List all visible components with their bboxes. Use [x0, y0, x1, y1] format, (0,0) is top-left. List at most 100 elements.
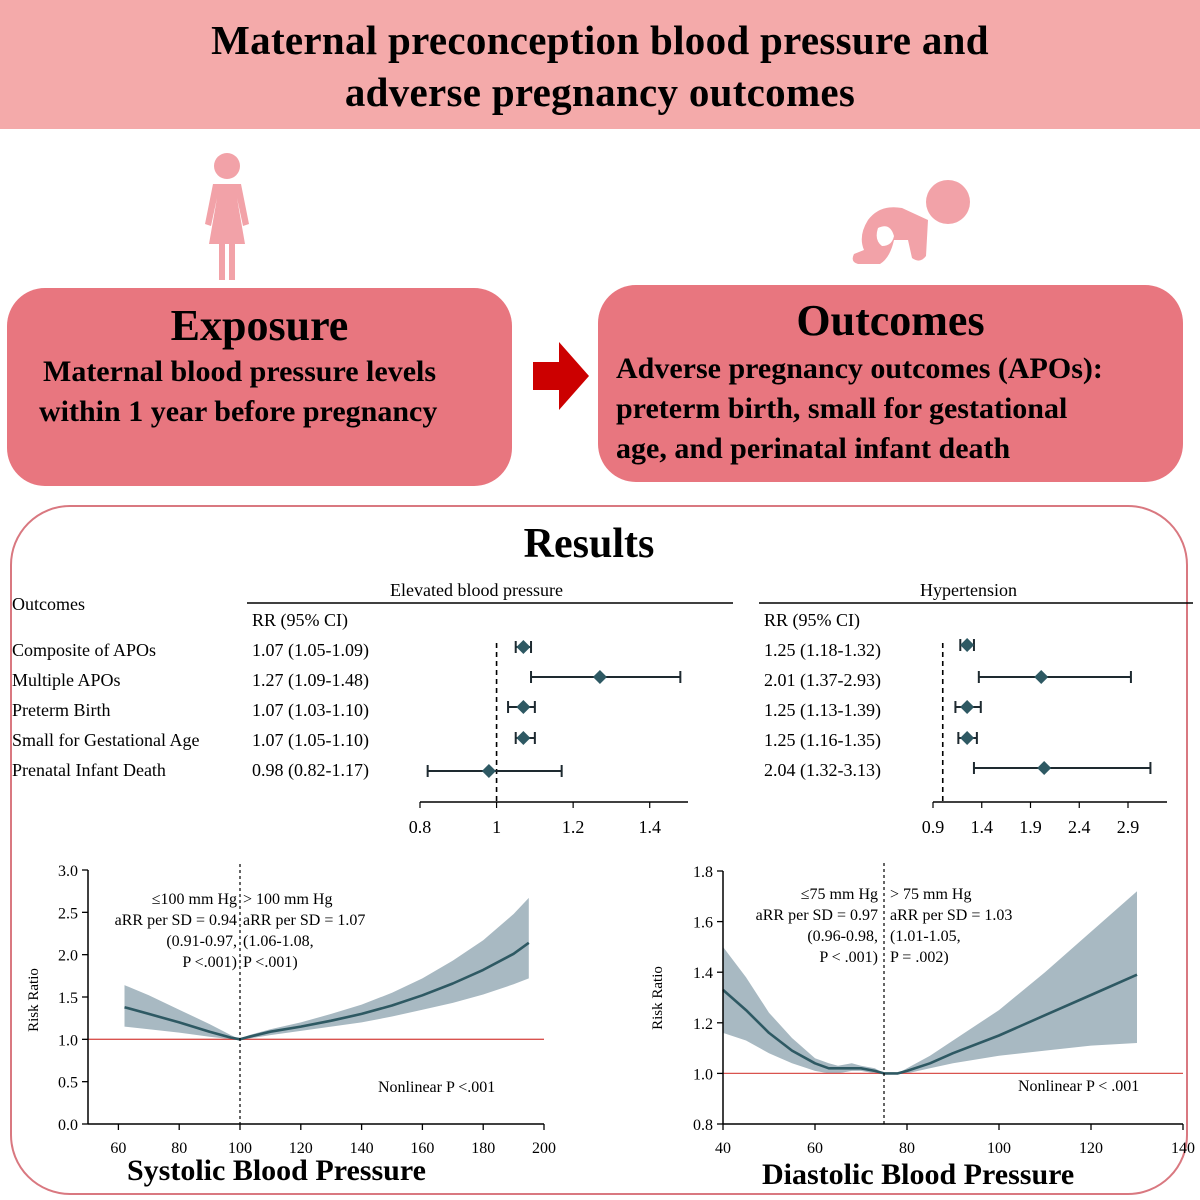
exposure-title: Exposure [170, 301, 349, 350]
page-title-line1: Maternal preconception blood pressure an… [211, 17, 989, 63]
annotation-right-line: (1.06-1.08, [243, 933, 314, 950]
elevated-rr-value: 1.27 (1.09-1.48) [252, 670, 369, 690]
x-tick-label: 80 [899, 1140, 915, 1157]
annotation-left-line: aRR per SD = 0.94 [115, 912, 237, 929]
forest-x-tick-label: 1.4 [971, 817, 994, 837]
confidence-band [723, 891, 1137, 1074]
woman-icon [205, 153, 249, 280]
outcome-label: Multiple APOs [12, 670, 121, 690]
forest-point-marker [516, 700, 531, 714]
outcome-label: Preterm Birth [12, 700, 111, 720]
outcome-label: Small for Gestational Age [12, 730, 200, 750]
elevated-rr-value: 1.07 (1.05-1.09) [252, 640, 369, 660]
annotation-left-line: aRR per SD = 0.97 [756, 907, 878, 924]
y-tick-label: 1.0 [58, 1032, 78, 1049]
x-tick-label: 140 [1171, 1140, 1195, 1157]
elevated-rr-value: 0.98 (0.82-1.17) [252, 760, 369, 780]
forest-point-marker [960, 700, 975, 714]
y-tick-label: 1.6 [693, 915, 713, 932]
annotation-left-line: (0.91-0.97, [166, 933, 237, 950]
forest-x-tick-label: 1 [492, 817, 501, 837]
elevated-rr-value: 1.07 (1.05-1.10) [252, 730, 369, 750]
confidence-band [124, 897, 529, 1040]
results-title: Results [523, 521, 655, 567]
forest-x-tick-label: 1.2 [562, 817, 585, 837]
x-tick-label: 120 [289, 1140, 313, 1157]
y-tick-label: 0.5 [58, 1075, 78, 1092]
y-tick-label: 1.4 [693, 965, 713, 982]
forest-plot-elevated: 0.8 1 1.2 1.4 [409, 640, 688, 837]
forest-point-marker [960, 731, 975, 745]
outcomes-line2: preterm birth, small for gestational [616, 392, 1068, 425]
x-tick-label: 80 [171, 1140, 187, 1157]
elevated-header: Elevated blood pressure [390, 580, 563, 600]
elevated-rr-header: RR (95% CI) [252, 610, 348, 630]
annotation-left-line: (0.96-0.98, [807, 928, 878, 945]
forest-x-tick-label: 2.9 [1117, 817, 1140, 837]
forest-x-tick-label: 1.9 [1019, 817, 1042, 837]
annotation-left-line: ≤100 mm Hg [152, 891, 237, 908]
forest-x-tick-label: 0.9 [922, 817, 945, 837]
hypertension-rr-value: 2.01 (1.37-2.93) [764, 670, 881, 690]
exposure-box: Exposure Maternal blood pressure levels … [7, 288, 512, 486]
forest-point-marker [592, 670, 607, 684]
hypertension-header: Hypertension [920, 580, 1017, 600]
forest-point-marker [516, 640, 531, 654]
exposure-line2: within 1 year before pregnancy [39, 395, 438, 428]
outcomes-box: Outcomes Adverse pregnancy outcomes (APO… [598, 285, 1183, 482]
annotation-right-line: > 75 mm Hg [890, 886, 971, 903]
x-tick-label: 60 [807, 1140, 823, 1157]
nonlinear-p-label: Nonlinear P <.001 [378, 1079, 495, 1096]
page-title-line2: adverse pregnancy outcomes [344, 69, 856, 115]
x-tick-label: 140 [350, 1140, 374, 1157]
hypertension-rr-value: 1.25 (1.18-1.32) [764, 640, 881, 660]
annotation-right-line: aRR per SD = 1.07 [243, 912, 365, 929]
x-tick-label: 100 [228, 1140, 252, 1157]
y-tick-label: 1.2 [693, 1016, 713, 1033]
x-tick-label: 40 [715, 1140, 731, 1157]
forest-x-tick-label: 0.8 [409, 817, 432, 837]
title-banner [0, 0, 1200, 129]
outcomes-line1: Adverse pregnancy outcomes (APOs): [616, 352, 1103, 385]
y-tick-label: 0.0 [58, 1117, 78, 1134]
hypertension-rr-header: RR (95% CI) [764, 610, 860, 630]
page-title: Maternal preconception blood pressure an… [0, 14, 1200, 118]
annotation-left-line: ≤75 mm Hg [801, 886, 878, 903]
outcome-label: Prenatal Infant Death [12, 760, 166, 780]
baby-crawling-icon [852, 180, 970, 264]
forest-point-marker [1037, 761, 1052, 775]
outcome-label: Composite of APOs [12, 640, 157, 660]
y-axis-label: Risk Ratio [26, 968, 42, 1032]
elevated-rr-value: 1.07 (1.03-1.10) [252, 700, 369, 720]
y-tick-label: 1.5 [58, 990, 78, 1007]
y-tick-label: 1.0 [693, 1066, 713, 1083]
systolic-axis-title: Systolic Blood Pressure [127, 1154, 426, 1187]
diastolic-spline-chart: 0.8 1.0 1.2 1.4 1.6 1.8 40 60 80 100 120 140 Risk Ra… [650, 863, 1195, 1157]
nonlinear-p-label: Nonlinear P < .001 [1018, 1078, 1139, 1095]
y-axis-label: Risk Ratio [650, 966, 666, 1030]
results-panel [10, 505, 1188, 1195]
forest-x-tick-label: 2.4 [1068, 817, 1091, 837]
outcomes-line3: age, and perinatal infant death [616, 432, 1011, 465]
forest-plot-hypertension: 0.9 1.4 1.9 2.4 2.9 [922, 638, 1167, 837]
right-arrow-icon [533, 342, 589, 410]
risk-ratio-curve [124, 941, 530, 1041]
y-tick-label: 2.5 [58, 905, 78, 922]
y-tick-label: 1.8 [693, 864, 713, 881]
annotation-right-line: P <.001) [243, 954, 298, 971]
forest-point-marker [960, 638, 975, 652]
forest-point-marker [1034, 670, 1049, 684]
forest-point-marker [481, 764, 496, 778]
y-tick-label: 0.8 [693, 1117, 713, 1134]
hypertension-rr-value: 1.25 (1.16-1.35) [764, 730, 881, 750]
annotation-right-line: aRR per SD = 1.03 [890, 907, 1012, 924]
annotation-right-line: (1.01-1.05, [890, 928, 961, 945]
x-tick-label: 200 [532, 1140, 556, 1157]
x-tick-label: 120 [1079, 1140, 1103, 1157]
hypertension-rr-value: 2.04 (1.32-3.13) [764, 760, 881, 780]
annotation-right-line: P = .002) [890, 949, 949, 966]
annotation-left-line: P < .001) [819, 949, 878, 966]
exposure-line1: Maternal blood pressure levels [43, 355, 437, 388]
hypertension-rr-value: 1.25 (1.13-1.39) [764, 700, 881, 720]
